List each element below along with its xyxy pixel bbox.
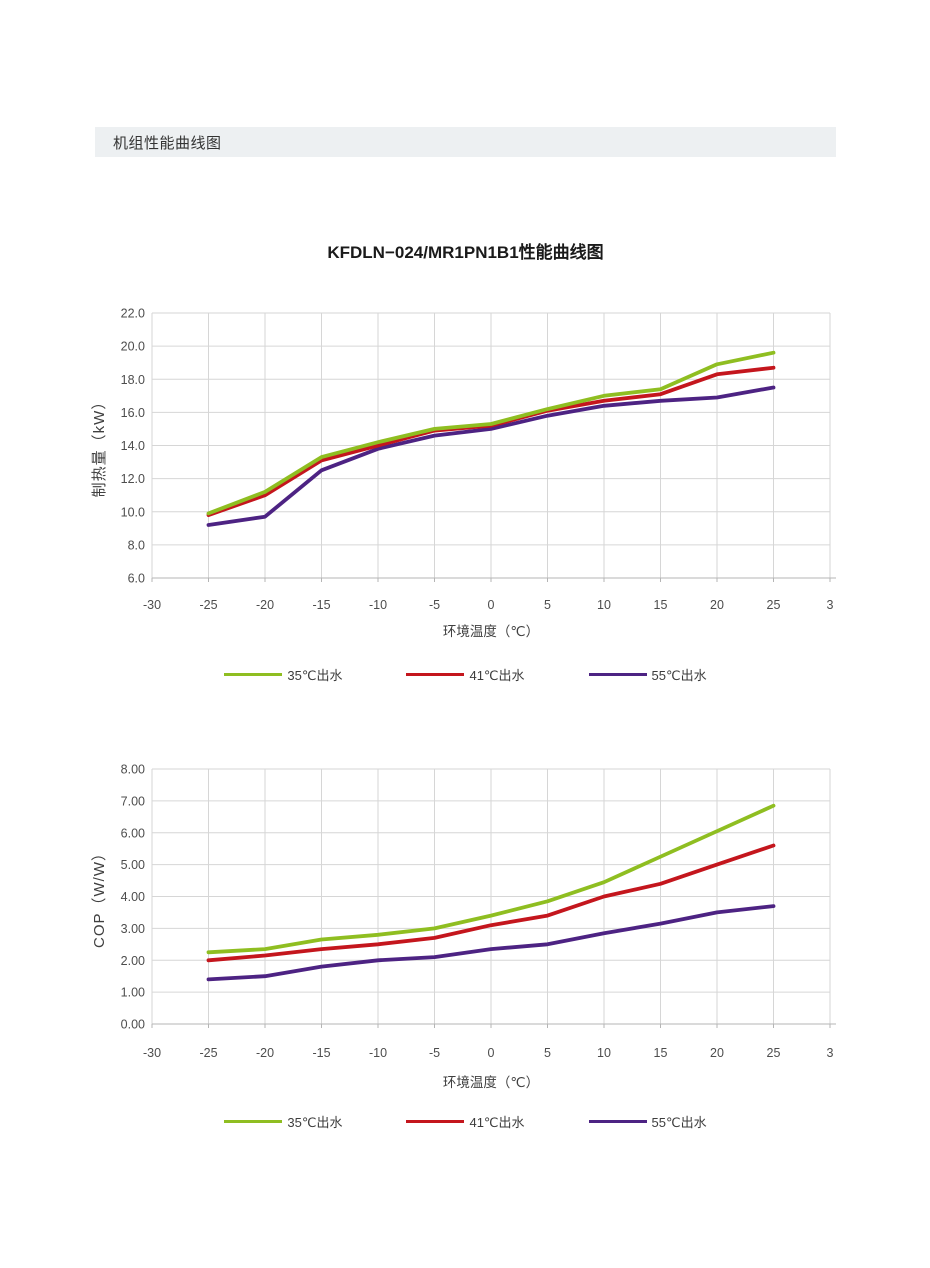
- x-tick-label: -25: [199, 598, 217, 612]
- cop-chart-canvas: 0.00 1.00 2.00 3.00 4.00 5.00 6.00 7.00 8.00 -30 -…: [91, 763, 836, 1090]
- y-tick-label: 22.0: [121, 307, 145, 321]
- x-tick-label: 5: [544, 598, 551, 612]
- x-tick-label: 3: [827, 598, 834, 612]
- y-tick-label: 2.00: [121, 954, 145, 968]
- y-tick-label: 6.00: [121, 826, 145, 840]
- section-title: 机组性能曲线图: [113, 134, 222, 152]
- y-tick-label: 1.00: [121, 986, 145, 1000]
- x-tick-label: -20: [256, 1046, 274, 1060]
- y-tick-label: 10.0: [121, 505, 145, 519]
- x-tick-label: -5: [429, 598, 440, 612]
- x-tick-label: -20: [256, 598, 274, 612]
- y-tick-label: 7.00: [121, 794, 145, 808]
- y-tick-label: 14.0: [121, 439, 145, 453]
- y-tick-label: 8.0: [128, 538, 145, 552]
- x-axis-title: 环境温度（℃）: [443, 624, 539, 639]
- x-tick-label: -10: [369, 1046, 387, 1060]
- chart-title: KFDLN−024/MR1PN1B1性能曲线图: [327, 243, 604, 262]
- legend-label: 41℃出水: [469, 667, 525, 683]
- legend-line-swatch: [406, 672, 465, 676]
- y-axis-title: COP（W/W）: [91, 845, 108, 948]
- heating-capacity-chart-canvas: 6.0 8.0 10.0 12.0 14.0 16.0 18.0 20.0 22.0 -30 -25…: [91, 307, 836, 639]
- legend-label: 41℃出水: [469, 1114, 525, 1130]
- x-tick-label: 25: [767, 1046, 781, 1060]
- legend-label: 55℃出水: [651, 1114, 707, 1130]
- legend-line-swatch: [588, 672, 647, 676]
- series-line-55℃出水: [206, 904, 776, 982]
- x-tick-label: -10: [369, 598, 387, 612]
- x-tick-label: -25: [199, 1046, 217, 1060]
- y-tick-label: 12.0: [121, 472, 145, 486]
- x-tick-label: 25: [767, 598, 781, 612]
- x-tick-label: 20: [710, 1046, 724, 1060]
- y-tick-label: 16.0: [121, 406, 145, 420]
- y-tick-label: 6.0: [128, 572, 145, 586]
- legend-item: 55℃出水: [588, 665, 707, 684]
- series-line-41℃出水: [206, 843, 776, 963]
- series-line-55℃出水: [206, 385, 776, 527]
- legend-label: 35℃出水: [287, 1114, 343, 1130]
- cop-legend: 35℃出水 41℃出水 55℃出水: [95, 1112, 836, 1130]
- heating-capacity-legend: 35℃出水 41℃出水 55℃出水: [95, 665, 836, 683]
- y-tick-label: 18.0: [121, 373, 145, 387]
- x-tick-label: 15: [654, 1046, 668, 1060]
- x-tick-label: 10: [597, 1046, 611, 1060]
- x-tick-label: -30: [143, 598, 161, 612]
- x-tick-label: 10: [597, 598, 611, 612]
- y-tick-label: 8.00: [121, 763, 145, 777]
- x-tick-label: 3: [827, 1046, 834, 1060]
- x-tick-label: -15: [312, 1046, 330, 1060]
- y-axis-title: 制热量（kW）: [91, 394, 108, 498]
- x-tick-label: -30: [143, 1046, 161, 1060]
- y-tick-label: 4.00: [121, 890, 145, 904]
- legend-item: 55℃出水: [588, 1112, 707, 1131]
- legend-item: 41℃出水: [406, 1112, 525, 1131]
- x-tick-label: 15: [654, 598, 668, 612]
- series-line-35℃出水: [206, 350, 776, 516]
- x-tick-label: 5: [544, 1046, 551, 1060]
- legend-item: 35℃出水: [224, 1112, 342, 1131]
- legend-label: 35℃出水: [287, 667, 343, 683]
- y-tick-label: 3.00: [121, 922, 145, 936]
- series-line-35℃出水: [206, 803, 776, 955]
- legend-line-swatch: [224, 1119, 283, 1123]
- y-tick-label: 5.00: [121, 858, 145, 872]
- x-tick-label: 0: [488, 1046, 495, 1060]
- legend-line-swatch: [588, 1119, 647, 1123]
- y-tick-label: 20.0: [121, 340, 145, 354]
- x-tick-label: 20: [710, 598, 724, 612]
- section-header: 机组性能曲线图: [95, 127, 836, 157]
- legend-item: 35℃出水: [224, 665, 342, 684]
- legend-item: 41℃出水: [406, 665, 525, 684]
- cop-chart: 0.00 1.00 2.00 3.00 4.00 5.00 6.00 7.00 8.00 -30 -…: [0, 756, 930, 1096]
- x-axis-title: 环境温度（℃）: [443, 1075, 539, 1090]
- legend-line-swatch: [406, 1119, 465, 1123]
- x-tick-label: -5: [429, 1046, 440, 1060]
- x-tick-label: 0: [488, 598, 495, 612]
- legend-label: 55℃出水: [651, 667, 707, 683]
- x-tick-label: -15: [312, 598, 330, 612]
- legend-line-swatch: [224, 672, 283, 676]
- heating-capacity-chart: 6.0 8.0 10.0 12.0 14.0 16.0 18.0 20.0 22.0 -30 -25…: [0, 300, 930, 648]
- y-tick-label: 0.00: [121, 1018, 145, 1032]
